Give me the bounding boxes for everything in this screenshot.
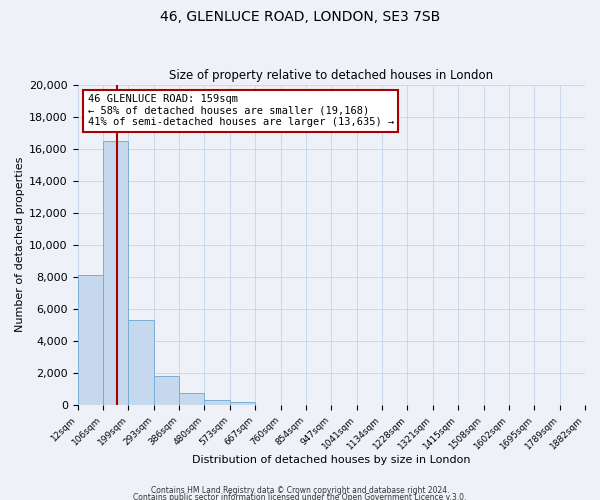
Bar bbox=[128, 320, 154, 405]
Bar bbox=[77, 275, 103, 405]
Text: Contains public sector information licensed under the Open Government Licence v.: Contains public sector information licen… bbox=[133, 494, 467, 500]
Text: 46 GLENLUCE ROAD: 159sqm
← 58% of detached houses are smaller (19,168)
41% of se: 46 GLENLUCE ROAD: 159sqm ← 58% of detach… bbox=[88, 94, 394, 128]
Text: 46, GLENLUCE ROAD, LONDON, SE3 7SB: 46, GLENLUCE ROAD, LONDON, SE3 7SB bbox=[160, 10, 440, 24]
Title: Size of property relative to detached houses in London: Size of property relative to detached ho… bbox=[169, 69, 493, 82]
Text: Contains HM Land Registry data © Crown copyright and database right 2024.: Contains HM Land Registry data © Crown c… bbox=[151, 486, 449, 495]
Bar bbox=[103, 140, 128, 405]
Bar bbox=[230, 402, 255, 405]
Bar bbox=[179, 393, 205, 405]
Y-axis label: Number of detached properties: Number of detached properties bbox=[15, 157, 25, 332]
Bar bbox=[205, 400, 230, 405]
Bar bbox=[154, 376, 179, 405]
X-axis label: Distribution of detached houses by size in London: Distribution of detached houses by size … bbox=[192, 455, 470, 465]
